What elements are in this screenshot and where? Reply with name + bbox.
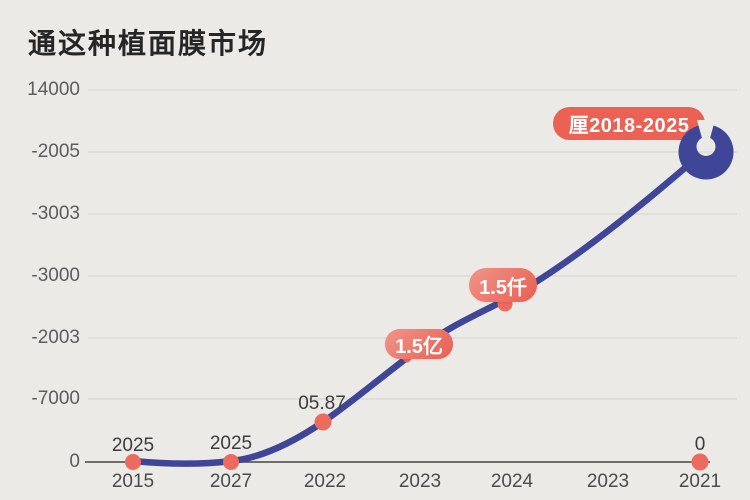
- y-tick-label: -2005: [31, 141, 80, 162]
- value-badge: 1.5亿: [385, 329, 453, 359]
- data-point-marker: [691, 453, 709, 471]
- y-tick-label: -3000: [31, 265, 80, 286]
- value-badge: 1.5仟: [469, 268, 537, 302]
- period-annotation-badge: 厘2018-2025: [553, 107, 705, 140]
- data-point-label: 0: [694, 434, 706, 455]
- y-tick-label: -3003: [31, 203, 80, 224]
- x-tick-label: 2023: [586, 471, 630, 492]
- data-point-marker: [223, 454, 239, 470]
- x-tick-label: 2015: [111, 471, 155, 492]
- value-badge-label: 1.5亿: [395, 335, 443, 358]
- data-point-label: 2025: [209, 433, 253, 454]
- chart-title: 通这种植面膜市场: [28, 28, 269, 59]
- x-tick-label: 2022: [303, 471, 347, 492]
- data-point-marker: [314, 413, 332, 431]
- x-tick-label: 2024: [490, 471, 534, 492]
- y-tick-label: 0: [69, 451, 80, 472]
- data-point-label: 05.87: [298, 393, 346, 414]
- value-badge-label: 1.5仟: [479, 276, 527, 299]
- y-tick-label: -7000: [31, 388, 80, 409]
- x-tick-label: 2023: [398, 471, 442, 492]
- data-point-label: 2025: [111, 435, 155, 456]
- x-tick-label: 2021: [678, 471, 722, 492]
- y-tick-label: -2003: [31, 327, 80, 348]
- period-annotation-label: 厘2018-2025: [568, 115, 690, 137]
- data-line: [129, 163, 690, 467]
- x-tick-label: 2027: [209, 471, 253, 492]
- data-point-marker: [125, 454, 141, 470]
- y-tick-label: 14000: [27, 79, 80, 100]
